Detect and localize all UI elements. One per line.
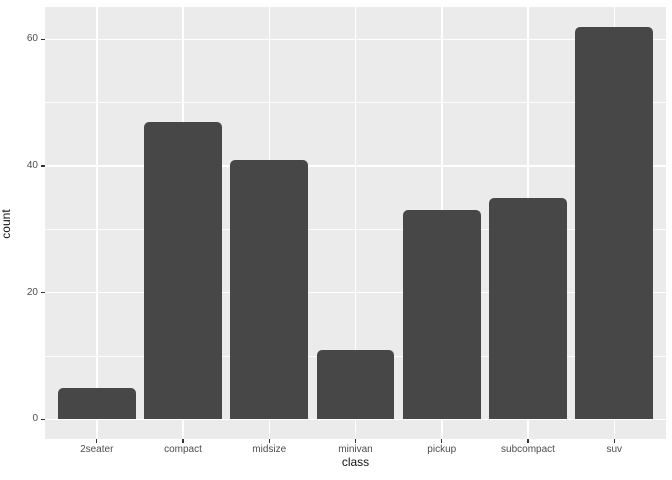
x-tick-label-midsize: midsize xyxy=(252,444,287,455)
y-tick-label-60: 60 xyxy=(26,33,38,45)
x-tick-mark-compact xyxy=(182,439,184,443)
x-tick-mark-minivan xyxy=(354,439,357,443)
x-tick-label-pickup: pickup xyxy=(427,444,457,455)
plot-panel xyxy=(45,7,666,439)
x-tick-mark-suv xyxy=(613,439,615,443)
y-axis-title: count xyxy=(0,209,13,239)
x-tick-label-2seater: 2seater xyxy=(80,444,114,455)
x-tick-mark-midsize xyxy=(268,439,270,443)
x-tick-label-compact: compact xyxy=(164,444,202,455)
y-tick-mark-0 xyxy=(41,418,45,420)
bar-minivan xyxy=(316,349,395,420)
x-tick-label-minivan: minivan xyxy=(338,444,373,455)
x-tick-mark-2seater xyxy=(96,439,98,443)
bar-subcompact xyxy=(489,197,567,420)
bar-2seater xyxy=(57,387,136,420)
gridline-vertical-2seater xyxy=(96,7,98,439)
bar-pickup xyxy=(402,210,481,420)
y-tick-label-20: 20 xyxy=(26,286,38,298)
y-tick-mark-60 xyxy=(41,38,45,40)
x-tick-mark-subcompact xyxy=(527,439,529,443)
x-tick-label-subcompact: subcompact xyxy=(501,444,555,455)
bar-midsize xyxy=(230,159,309,420)
bar-suv xyxy=(575,26,654,420)
x-tick-mark-pickup xyxy=(441,439,443,443)
y-tick-label-40: 40 xyxy=(26,159,38,171)
gridline-vertical-minivan xyxy=(354,7,357,439)
y-tick-mark-20 xyxy=(41,292,45,294)
y-tick-label-0: 0 xyxy=(32,413,38,425)
bar-compact xyxy=(144,121,222,420)
x-tick-label-suv: suv xyxy=(606,444,623,455)
y-tick-mark-40 xyxy=(41,165,45,167)
x-axis-title: class xyxy=(341,455,370,469)
